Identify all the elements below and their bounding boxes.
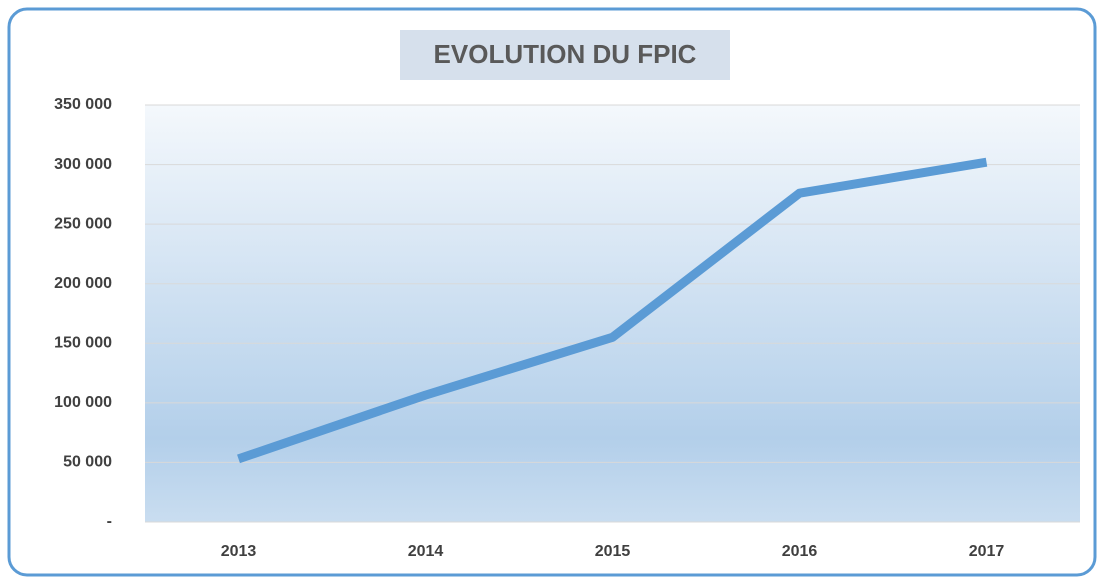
x-tick-label: 2014 [408, 543, 444, 560]
y-tick-label: 300 000 [54, 156, 112, 173]
y-tick-label: 350 000 [54, 96, 112, 113]
y-tick-label: 150 000 [54, 335, 112, 352]
x-tick-label: 2015 [595, 543, 631, 560]
data-line [237, 157, 988, 464]
x-tick-label: 2013 [221, 543, 257, 560]
y-tick-label: - [107, 513, 112, 530]
y-tick-label: 50 000 [63, 454, 112, 471]
y-tick-label: 200 000 [54, 275, 112, 292]
x-tick-label: 2016 [782, 543, 818, 560]
chart-title: EVOLUTION DU FPIC [434, 39, 697, 69]
y-tick-label: 250 000 [54, 215, 112, 232]
title-box [400, 30, 730, 80]
x-tick-label: 2017 [969, 543, 1005, 560]
y-tick-label: 100 000 [54, 394, 112, 411]
